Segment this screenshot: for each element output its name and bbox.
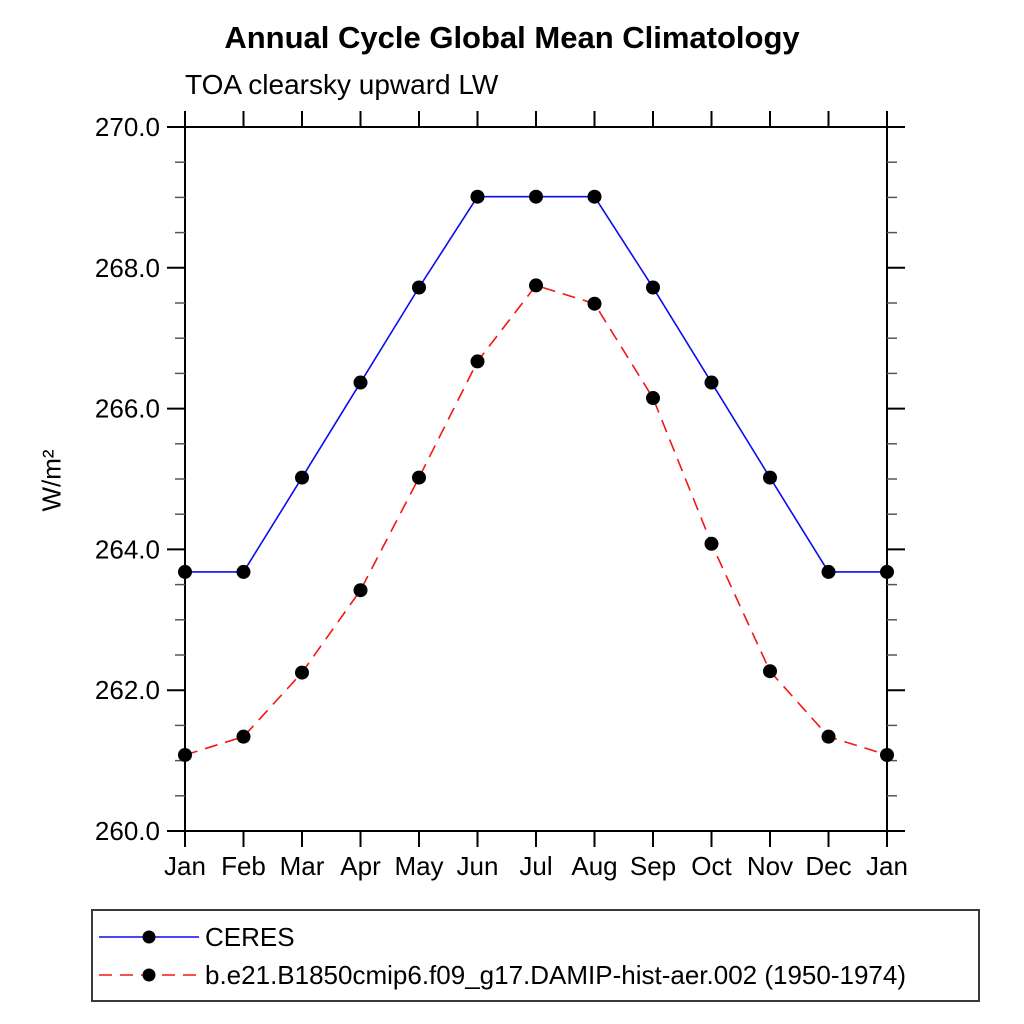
x-tick-label: Sep (630, 851, 676, 881)
data-point (178, 564, 192, 579)
data-point (353, 583, 368, 598)
y-tick-label: 268.0 (95, 253, 160, 283)
x-tick-label: Jun (457, 851, 499, 881)
x-tick-label: Jul (519, 851, 552, 881)
x-tick-label: Jan (164, 851, 206, 881)
data-point (412, 280, 426, 295)
data-point (178, 747, 192, 762)
y-tick-label: 270.0 (95, 112, 160, 142)
data-point (353, 375, 368, 390)
y-tick-label: 260.0 (95, 816, 160, 846)
legend-item-model: b.e21.B1850cmip6.f09_g17.DAMIP-hist-aer.… (93, 960, 978, 990)
data-point (880, 564, 894, 579)
data-point (529, 278, 543, 293)
data-point (236, 564, 251, 579)
y-tick-label: 266.0 (95, 394, 160, 424)
data-point (821, 729, 836, 744)
data-point (529, 189, 543, 204)
legend-sample-dashed (142, 968, 156, 981)
data-point (646, 391, 660, 406)
data-point (295, 470, 309, 485)
x-tick-label: Feb (221, 851, 266, 881)
data-point (587, 296, 602, 311)
data-point (646, 280, 660, 295)
series-line-0 (185, 195, 887, 573)
legend-label-model: b.e21.B1850cmip6.f09_g17.DAMIP-hist-aer.… (205, 959, 906, 990)
plot-area: Jan Feb Mar Apr May Jun Jul Aug Sep Oct Nov Dec Jan2… (95, 111, 908, 881)
y-tick-label: 264.0 (95, 534, 160, 564)
legend-line-dashed-icon (99, 968, 199, 981)
legend-sample-solid (142, 930, 156, 943)
x-tick-label: Mar (280, 851, 325, 881)
data-point (704, 536, 719, 551)
data-point (236, 729, 251, 744)
data-point (821, 564, 836, 579)
series-line-1 (184, 284, 888, 756)
x-tick-label: Dec (805, 851, 851, 881)
data-point (470, 189, 485, 204)
legend-item-ceres: CERES (93, 922, 978, 952)
legend-line-solid-icon (99, 930, 199, 943)
data-point (470, 354, 485, 369)
x-tick-label: Nov (747, 851, 793, 881)
data-point (763, 470, 777, 485)
data-point (880, 747, 894, 762)
x-tick-label: May (394, 851, 443, 881)
data-point (295, 665, 309, 680)
plot-frame (184, 126, 888, 832)
legend-box: CERES b.e21.B1850cmip6.f09_g17.DAMIP-his… (91, 909, 980, 1002)
chart-title: Annual Cycle Global Mean Climatology (224, 20, 800, 55)
data-point (587, 189, 602, 204)
x-tick-label: Oct (691, 851, 732, 881)
data-point (763, 664, 777, 679)
x-tick-label: Aug (571, 851, 617, 881)
data-point (412, 470, 426, 485)
data-point (704, 375, 719, 390)
chart-subtitle: TOA clearsky upward LW (185, 69, 499, 100)
legend-label-ceres: CERES (205, 921, 295, 952)
y-tick-label: 262.0 (95, 675, 160, 705)
x-tick-label: Apr (340, 851, 381, 881)
x-tick-label: Jan (866, 851, 908, 881)
